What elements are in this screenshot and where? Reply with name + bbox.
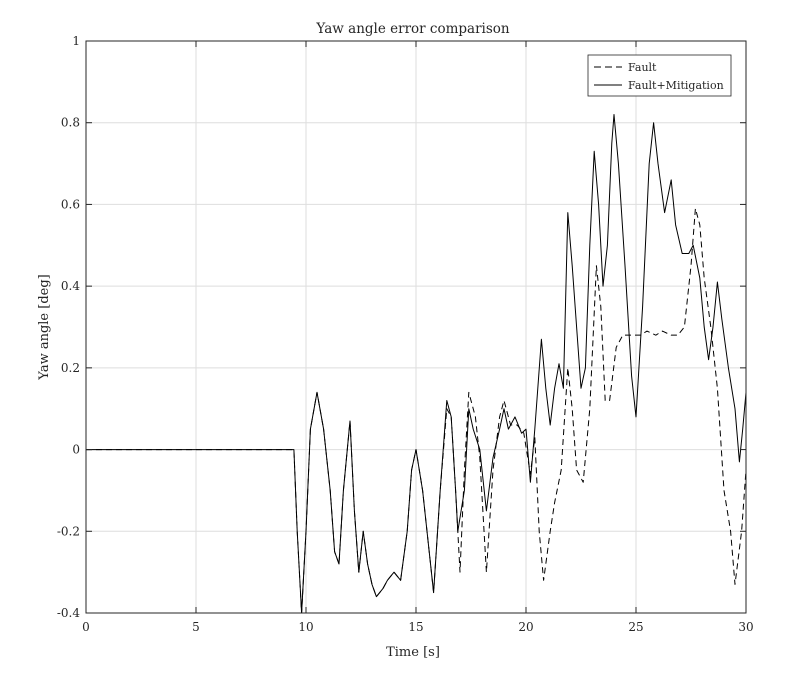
series-line-fault-mitigation	[86, 114, 747, 614]
series-group	[86, 114, 747, 614]
chart-title: Yaw angle error comparison	[315, 21, 510, 37]
y-tick-label: -0.2	[57, 524, 80, 538]
x-tick-label: 10	[298, 620, 313, 634]
y-tick-label: 0.6	[61, 197, 80, 211]
x-axis-label: Time [s]	[386, 645, 440, 660]
y-tick-label: 0.2	[61, 361, 80, 375]
x-tick-label: 20	[518, 620, 533, 634]
x-tick-label: 30	[738, 620, 753, 634]
x-tick-label: 0	[82, 620, 90, 634]
y-tick-label: -0.4	[57, 606, 81, 620]
legend-label-fault: Fault	[628, 61, 657, 74]
x-tick-label: 15	[408, 620, 423, 634]
x-tick-label: 5	[192, 620, 200, 634]
ticks: 0 5 10 15 20 25 30 -0.4 -0.2 0 0.2 0.4 0.6 0.8 1	[57, 34, 754, 634]
x-tick-label: 25	[628, 620, 643, 634]
legend: Fault Fault+Mitigation	[587, 54, 732, 97]
y-tick-label: 0	[72, 443, 80, 457]
y-tick-label: 0.8	[61, 116, 80, 130]
legend-box	[587, 54, 732, 97]
legend-label-fault-mitigation: Fault+Mitigation	[628, 79, 724, 92]
y-tick-label: 1	[72, 34, 80, 48]
y-axis-label: Yaw angle [deg]	[37, 274, 52, 381]
y-tick-label: 0.4	[61, 279, 80, 293]
